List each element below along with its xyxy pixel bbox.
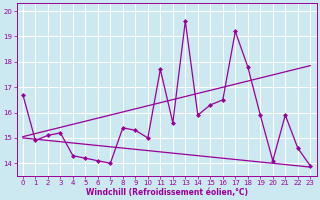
X-axis label: Windchill (Refroidissement éolien,°C): Windchill (Refroidissement éolien,°C) <box>85 188 248 197</box>
